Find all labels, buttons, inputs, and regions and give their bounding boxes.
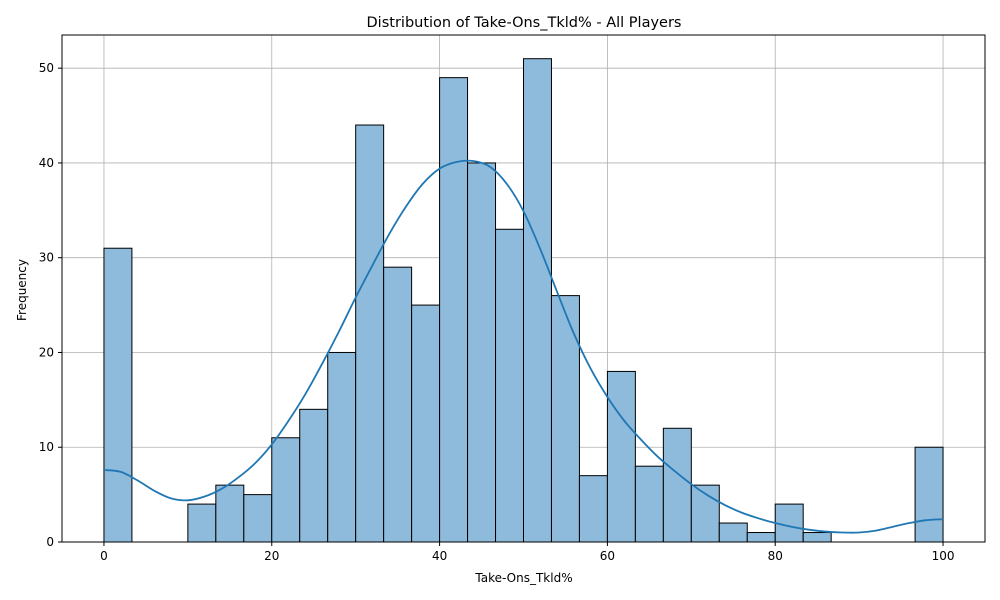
histogram-bar (746, 532, 776, 543)
histogram-bar (411, 304, 441, 543)
histogram-bar (495, 228, 525, 543)
histogram-bar (606, 370, 636, 543)
histogram-bar (802, 532, 832, 543)
y-tick-label: 20 (39, 345, 54, 359)
x-tick-label: 80 (768, 549, 783, 563)
histogram-bar (103, 247, 133, 543)
histogram-bar (634, 465, 664, 543)
kde-curve (103, 159, 944, 534)
x-tick-label: 20 (264, 549, 279, 563)
plot-frame (61, 34, 986, 543)
y-tick-label: 30 (39, 251, 54, 265)
histogram-bar (578, 475, 608, 543)
x-tick-label: 0 (100, 549, 108, 563)
histogram-bar (383, 266, 413, 543)
histogram-bar (774, 503, 804, 543)
x-axis-label: Take-Ons_Tkld% (474, 571, 572, 585)
chart-title: Distribution of Take-Ons_Tkld% - All Pla… (367, 15, 682, 31)
histogram-bar (187, 503, 217, 543)
histogram-bar (550, 295, 580, 543)
histogram-bar (662, 427, 692, 543)
histogram-bar (327, 351, 357, 543)
histogram-bar (299, 408, 329, 543)
histogram-bar (467, 162, 497, 543)
y-tick-label: 50 (39, 61, 54, 75)
y-axis-label: Frequency (15, 259, 29, 321)
y-tick-label: 40 (39, 156, 54, 170)
ticks-layer: 0 20 40 60 80 100 0 10 20 30 40 50 (39, 61, 955, 563)
histogram-bar (914, 446, 944, 543)
y-tick-label: 10 (39, 440, 54, 454)
histogram-bar (355, 124, 385, 543)
histogram-bar (439, 77, 469, 543)
histogram-bar (215, 484, 245, 543)
y-tick-label: 0 (46, 535, 54, 549)
bars-layer (103, 58, 944, 543)
histogram-bar (718, 522, 748, 543)
x-tick-label: 40 (432, 549, 447, 563)
histogram-bar (243, 494, 273, 543)
x-tick-label: 60 (600, 549, 615, 563)
histogram-bar (523, 58, 552, 543)
histogram-bar (271, 437, 301, 543)
x-tick-label: 100 (932, 549, 955, 563)
